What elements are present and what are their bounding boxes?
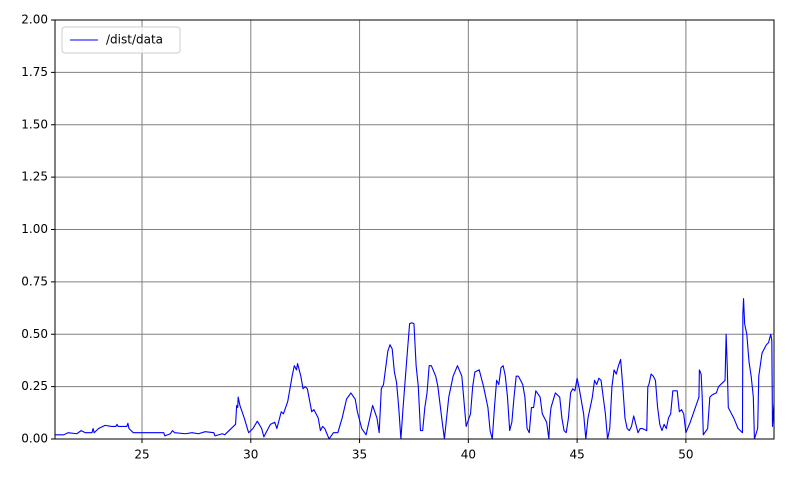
y-tick-label: 2.00 [21,13,48,27]
y-tick-label: 0.25 [21,379,48,393]
y-tick-label: 0.50 [21,327,48,341]
x-tick-label: 45 [569,448,584,462]
y-tick-label: 0.00 [21,432,48,446]
x-tick-label: 35 [352,448,367,462]
ticks: 0.00 0.25 0.50 0.75 1.00 1.25 1.50 1.75 2.00 25 30… [21,13,693,462]
series-layer [55,298,774,439]
y-tick-label: 0.75 [21,274,48,288]
x-tick-label: 25 [134,448,149,462]
y-tick-label: 1.75 [21,65,48,79]
y-tick-label: 1.25 [21,170,48,184]
legend-box [61,26,181,54]
x-tick-label: 50 [678,448,693,462]
x-tick-label: 30 [243,448,258,462]
x-tick-label: 40 [461,448,476,462]
legend: /dist/data [61,26,181,54]
y-tick-label: 1.50 [21,117,48,131]
legend-label: /dist/data [106,33,163,47]
y-tick-label: 1.00 [21,222,48,236]
data-line [55,298,774,439]
